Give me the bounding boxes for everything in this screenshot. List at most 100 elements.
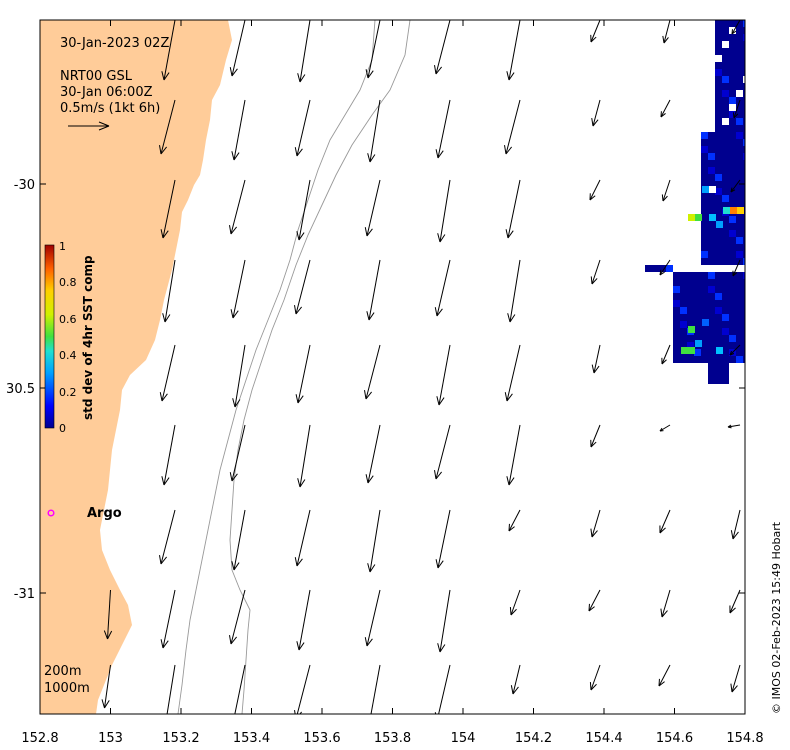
current-arrow <box>365 424 381 484</box>
current-arrow <box>230 259 246 319</box>
current-arrow <box>504 344 521 402</box>
sst-pixel <box>722 321 729 328</box>
sst-pixel <box>736 349 743 356</box>
sst-pixel <box>680 307 687 314</box>
sst-pixel <box>736 69 743 76</box>
sst-pixel <box>722 195 729 202</box>
contour-label-200m: 200m <box>44 664 81 679</box>
sst-pixel <box>743 90 745 97</box>
sst-pixel <box>722 251 729 258</box>
current-arrow <box>294 259 311 315</box>
sst-pixel <box>715 237 722 244</box>
x-tick-label: 154.8 <box>726 731 763 746</box>
sst-pixel <box>729 118 736 125</box>
x-tick-label: 153.2 <box>162 731 199 746</box>
current-arrow <box>166 664 176 714</box>
sst-pixel <box>729 216 736 223</box>
sst-pixel <box>673 279 680 286</box>
sst-pixel <box>715 202 722 209</box>
sst-pixel <box>729 195 736 202</box>
sst-pixel <box>715 251 722 258</box>
sst-pixel <box>736 125 743 132</box>
sst-pixel <box>694 272 701 279</box>
sst-pixel <box>736 321 743 328</box>
current-arrow <box>435 99 451 159</box>
sst-pixel <box>715 279 722 286</box>
sst-pixel <box>687 293 694 300</box>
sst-pixel <box>701 356 708 363</box>
current-arrow <box>732 99 741 119</box>
sst-pixel <box>701 300 708 307</box>
sst-pixel <box>673 286 680 293</box>
sst-pixel <box>701 209 708 216</box>
sst-pixel <box>736 328 743 335</box>
current-arrow <box>658 664 671 687</box>
sst-pixel <box>722 349 729 356</box>
sst-pixel <box>736 34 743 41</box>
sst-pixel <box>715 146 722 153</box>
sst-pixel <box>715 153 722 160</box>
sst-pixel <box>736 286 743 293</box>
current-arrow <box>730 509 741 540</box>
sst-pixel <box>729 181 736 188</box>
sst-pixel <box>722 377 729 384</box>
sst-pixel <box>729 111 736 118</box>
current-arrow <box>232 344 246 408</box>
sst-pixel <box>736 160 743 167</box>
current-arrow <box>162 259 176 323</box>
sst-pixel <box>708 181 715 188</box>
current-arrow <box>366 259 381 321</box>
current-arrow <box>370 664 381 714</box>
sst-pixel <box>729 62 736 69</box>
sst-pixel <box>722 104 729 111</box>
sst-pixel <box>736 111 743 118</box>
sst-pixel <box>722 307 729 314</box>
sst-pixel <box>708 307 715 314</box>
sst-pixel <box>687 279 694 286</box>
sst-pixel <box>673 356 680 363</box>
sst-pixel <box>701 335 708 342</box>
x-tick-label: 152.8 <box>21 731 58 746</box>
sst-pixel <box>715 230 722 237</box>
sst-pixel <box>694 300 701 307</box>
sst-pixel <box>722 342 729 349</box>
sst-pixel <box>673 314 680 321</box>
colorbar-label: std dev of 4hr SST comp <box>81 255 95 420</box>
sst-pixel <box>722 216 729 223</box>
sst-pixel <box>743 279 745 286</box>
current-arrow <box>229 424 246 482</box>
colorbar: 0 0.2 0.4 0.6 0.8 1 std dev of 4hr SST c… <box>44 240 95 435</box>
sst-pixel <box>722 328 729 335</box>
current-arrow <box>229 20 246 77</box>
sst-pixel <box>743 202 745 209</box>
sst-pixel <box>729 328 736 335</box>
sst-pixel <box>722 202 729 209</box>
sst-pixel <box>680 272 687 279</box>
sst-pixel <box>701 216 708 223</box>
sst-pixel <box>708 363 715 370</box>
sst-pixel <box>722 272 729 279</box>
sst-pixel <box>715 342 722 349</box>
current-arrow <box>591 99 601 127</box>
sst-pixel <box>666 265 673 272</box>
sst-pixel <box>743 195 745 202</box>
sst-pixel <box>743 97 745 104</box>
current-arrow <box>367 509 381 573</box>
sst-pixel <box>722 69 729 76</box>
sst-pixel <box>722 139 729 146</box>
sst-pixel <box>736 244 743 251</box>
sst-pixel <box>743 62 745 69</box>
colorbar-tick: 0.2 <box>59 386 77 399</box>
current-arrow <box>434 664 451 714</box>
sst-pixel <box>701 132 708 139</box>
sst-pixel <box>708 139 715 146</box>
sst-pixel <box>743 104 745 111</box>
sst-pixel <box>708 356 715 363</box>
sst-pixel <box>688 326 695 333</box>
sst-pixel <box>708 237 715 244</box>
argo-float-marker <box>47 509 55 517</box>
x-tick-label: 154.6 <box>656 731 693 746</box>
sst-pixel <box>680 293 687 300</box>
sst-pixel <box>687 314 694 321</box>
